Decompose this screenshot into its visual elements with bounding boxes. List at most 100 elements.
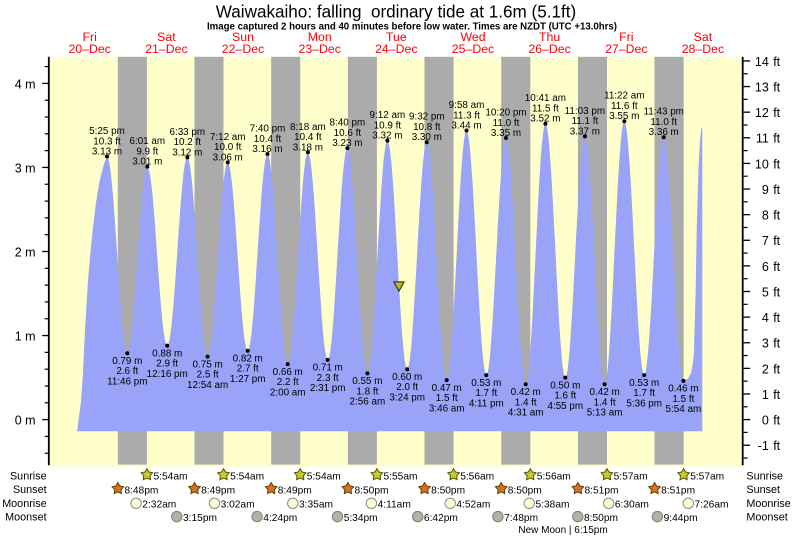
svg-text:3.44 m: 3.44 m bbox=[451, 121, 481, 132]
svg-text:27–Dec: 27–Dec bbox=[605, 42, 647, 56]
svg-text:1.4 ft: 1.4 ft bbox=[515, 397, 537, 408]
svg-text:0.71 m: 0.71 m bbox=[313, 363, 343, 374]
svg-text:10.0 ft: 10.0 ft bbox=[214, 142, 242, 153]
svg-text:Fri: Fri bbox=[83, 30, 97, 44]
svg-text:0.42 m: 0.42 m bbox=[589, 387, 619, 398]
svg-text:8:50pm: 8:50pm bbox=[508, 486, 542, 497]
svg-text:5:54am: 5:54am bbox=[307, 472, 341, 483]
svg-text:11:43 pm: 11:43 pm bbox=[643, 107, 683, 118]
svg-text:9:12 am: 9:12 am bbox=[370, 110, 406, 121]
svg-text:1.7 ft: 1.7 ft bbox=[633, 388, 655, 399]
svg-text:7: 7 bbox=[762, 234, 769, 248]
svg-text:9:58 am: 9:58 am bbox=[449, 100, 485, 111]
svg-text:8:49pm: 8:49pm bbox=[201, 486, 235, 497]
svg-text:25–Dec: 25–Dec bbox=[452, 42, 494, 56]
svg-text:3:46 am: 3:46 am bbox=[429, 403, 465, 414]
svg-text:3:15pm: 3:15pm bbox=[183, 513, 217, 524]
svg-text:6:30am: 6:30am bbox=[615, 499, 649, 510]
svg-text:0.47 m: 0.47 m bbox=[432, 383, 462, 394]
svg-text:4:11 pm: 4:11 pm bbox=[469, 398, 504, 409]
svg-text:1: 1 bbox=[762, 388, 769, 402]
svg-text:2.3 ft: 2.3 ft bbox=[317, 373, 339, 384]
svg-text:4: 4 bbox=[762, 311, 769, 325]
svg-text:11:22 am: 11:22 am bbox=[604, 91, 644, 102]
svg-text:10: 10 bbox=[755, 157, 769, 171]
svg-text:10:20 pm: 10:20 pm bbox=[485, 108, 526, 119]
svg-text:12: 12 bbox=[755, 106, 769, 120]
svg-text:22–Dec: 22–Dec bbox=[222, 42, 264, 56]
svg-text:ft: ft bbox=[773, 285, 780, 299]
svg-text:Mon: Mon bbox=[308, 30, 332, 44]
svg-text:10.2 ft: 10.2 ft bbox=[174, 137, 202, 148]
svg-text:3:35am: 3:35am bbox=[299, 499, 333, 510]
svg-text:ft: ft bbox=[773, 414, 780, 428]
svg-text:ft: ft bbox=[773, 209, 780, 223]
svg-text:11:03 pm: 11:03 pm bbox=[565, 106, 605, 117]
svg-text:3.55 m: 3.55 m bbox=[609, 111, 639, 122]
svg-text:ft: ft bbox=[773, 337, 780, 351]
svg-text:20–Dec: 20–Dec bbox=[69, 42, 111, 56]
svg-text:11: 11 bbox=[756, 132, 769, 146]
svg-text:Sat: Sat bbox=[694, 30, 713, 44]
svg-text:3.23 m: 3.23 m bbox=[332, 138, 362, 149]
svg-text:7:12 am: 7:12 am bbox=[210, 132, 246, 143]
svg-text:9.9 ft: 9.9 ft bbox=[136, 146, 158, 157]
svg-text:3:02am: 3:02am bbox=[221, 499, 255, 510]
svg-text:Moonset: Moonset bbox=[746, 512, 787, 524]
svg-text:2:00 am: 2:00 am bbox=[270, 387, 306, 398]
svg-text:0.53 m: 0.53 m bbox=[629, 378, 659, 389]
svg-text:8:50pm: 8:50pm bbox=[355, 486, 389, 497]
svg-text:6:42pm: 6:42pm bbox=[424, 513, 458, 524]
svg-text:Image captured 2 hours and 40: Image captured 2 hours and 40 minutes be… bbox=[207, 22, 617, 33]
svg-text:5:38am: 5:38am bbox=[536, 499, 570, 510]
svg-text:23–Dec: 23–Dec bbox=[299, 42, 341, 56]
svg-text:ft: ft bbox=[773, 311, 780, 325]
svg-text:10.4 ft: 10.4 ft bbox=[254, 134, 282, 145]
svg-text:Sunset: Sunset bbox=[13, 484, 47, 496]
svg-text:0.82 m: 0.82 m bbox=[233, 354, 263, 365]
svg-text:3.36 m: 3.36 m bbox=[649, 127, 679, 138]
svg-text:ft: ft bbox=[773, 81, 780, 95]
svg-text:3: 3 bbox=[762, 337, 769, 351]
svg-text:3:24 pm: 3:24 pm bbox=[389, 393, 425, 404]
svg-text:5:54am: 5:54am bbox=[154, 472, 188, 483]
svg-text:8:51pm: 8:51pm bbox=[661, 486, 695, 497]
svg-text:5:56am: 5:56am bbox=[460, 472, 494, 483]
svg-text:2.9 ft: 2.9 ft bbox=[156, 359, 178, 370]
svg-text:New Moon | 6:15pm: New Moon | 6:15pm bbox=[518, 525, 607, 536]
svg-text:0.60 m: 0.60 m bbox=[392, 372, 422, 383]
svg-text:7:48pm: 7:48pm bbox=[504, 513, 538, 524]
svg-text:Moonrise: Moonrise bbox=[746, 498, 790, 510]
svg-text:Sunrise: Sunrise bbox=[10, 470, 47, 482]
svg-text:4:24pm: 4:24pm bbox=[263, 513, 297, 524]
svg-text:8:18 am: 8:18 am bbox=[290, 122, 326, 133]
svg-text:ft: ft bbox=[773, 362, 780, 376]
svg-text:0.88 m: 0.88 m bbox=[152, 348, 182, 359]
svg-text:8:50pm: 8:50pm bbox=[431, 486, 465, 497]
svg-text:8:40 pm: 8:40 pm bbox=[330, 118, 366, 129]
svg-text:ft: ft bbox=[773, 106, 780, 120]
svg-text:8:51pm: 8:51pm bbox=[585, 486, 619, 497]
svg-text:3.32 m: 3.32 m bbox=[372, 131, 402, 142]
svg-text:3.30 m: 3.30 m bbox=[412, 132, 442, 143]
svg-text:5:55am: 5:55am bbox=[384, 472, 418, 483]
svg-text:9:32 pm: 9:32 pm bbox=[409, 112, 445, 123]
svg-text:1.5 ft: 1.5 ft bbox=[436, 393, 458, 404]
svg-text:2 m: 2 m bbox=[15, 245, 36, 259]
svg-text:3.13 m: 3.13 m bbox=[92, 147, 122, 158]
svg-text:10.9 ft: 10.9 ft bbox=[374, 120, 402, 131]
svg-text:2:31 pm: 2:31 pm bbox=[310, 383, 346, 394]
svg-text:Wed: Wed bbox=[460, 30, 485, 44]
svg-text:11.5 ft: 11.5 ft bbox=[532, 104, 559, 115]
svg-text:0.79 m: 0.79 m bbox=[112, 356, 142, 367]
svg-text:21–Dec: 21–Dec bbox=[145, 42, 187, 56]
svg-text:11.1 ft: 11.1 ft bbox=[572, 116, 599, 127]
svg-text:24–Dec: 24–Dec bbox=[375, 42, 417, 56]
svg-text:3.16 m: 3.16 m bbox=[252, 144, 282, 155]
svg-text:10.8 ft: 10.8 ft bbox=[413, 122, 441, 133]
svg-text:0.75 m: 0.75 m bbox=[192, 359, 222, 370]
svg-text:2:56 am: 2:56 am bbox=[350, 397, 386, 408]
svg-text:11.3 ft: 11.3 ft bbox=[453, 110, 480, 121]
svg-text:-1: -1 bbox=[758, 439, 769, 453]
svg-text:8:48pm: 8:48pm bbox=[124, 486, 158, 497]
